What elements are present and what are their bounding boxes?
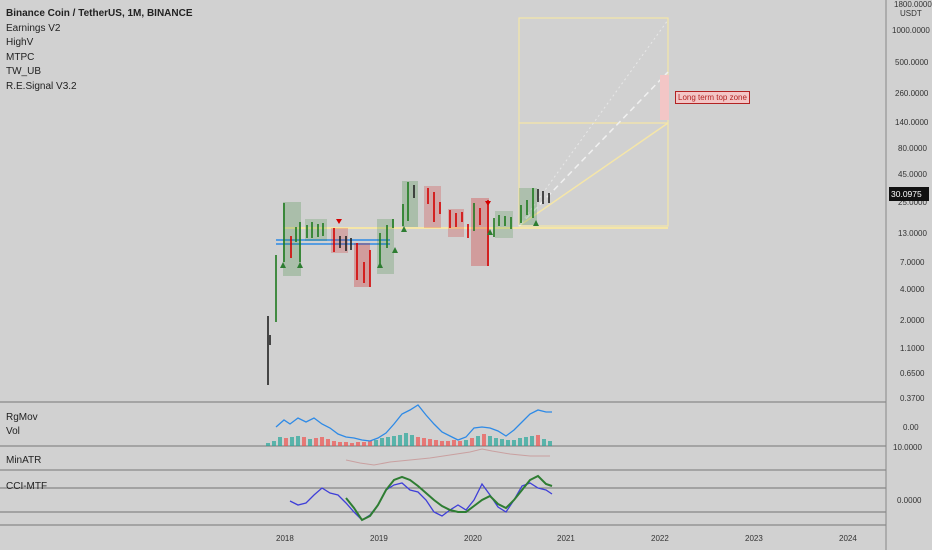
indicator-resignal[interactable]: R.E.Signal V3.2 — [6, 80, 77, 92]
price-tick: 1000.0000 — [892, 26, 930, 35]
price-tick: 25.0000 — [898, 198, 927, 207]
signal-markers — [280, 201, 539, 268]
signal-box-down — [424, 186, 441, 228]
price-tick: 140.0000 — [895, 118, 929, 127]
minatr-label[interactable]: MinATR — [6, 455, 42, 466]
top-zone-marker — [660, 75, 669, 120]
time-tick: 2021 — [557, 534, 575, 543]
price-tick: 13.0000 — [898, 229, 927, 238]
price-tick: 4.0000 — [900, 285, 925, 294]
signal-box-up — [402, 181, 418, 227]
chart-legend: Binance Coin / TetherUS, 1M, BINANCE Ear… — [6, 7, 193, 95]
projection-box — [518, 17, 669, 227]
indicator-earnings[interactable]: Earnings V2 — [6, 22, 61, 34]
time-tick: 2024 — [839, 534, 857, 543]
price-tick: 7.0000 — [900, 258, 925, 267]
price-tick: 0.3700 — [900, 394, 925, 403]
price-tick: 1800.0000 — [894, 0, 932, 9]
indicator-mtpc[interactable]: MTPC — [6, 51, 35, 63]
signal-box-up — [283, 202, 301, 276]
minatr-axis-value: 10.0000 — [893, 443, 922, 452]
cci-label[interactable]: CCI-MTF — [6, 481, 48, 492]
projection-arrow-line — [518, 122, 669, 227]
signal-box-down — [354, 243, 370, 287]
cci-axis-value: 0.0000 — [897, 496, 922, 505]
cci-blue-line — [289, 482, 553, 521]
price-bars — [267, 182, 550, 385]
volume-bars — [266, 433, 552, 446]
price-tick: 0.6500 — [900, 369, 925, 378]
currency-label: USDT — [900, 9, 922, 18]
rgmov-label[interactable]: RgMov — [6, 412, 38, 423]
time-tick: 2022 — [651, 534, 669, 543]
vol-label[interactable]: Vol — [6, 426, 20, 437]
projection-dashed-line — [518, 71, 669, 227]
rgmov-line — [275, 404, 552, 442]
time-tick: 2023 — [745, 534, 763, 543]
indicator-highv[interactable]: HighV — [6, 37, 34, 49]
time-tick: 2018 — [276, 534, 294, 543]
signal-box-up — [377, 219, 394, 274]
minatr-line — [345, 448, 550, 466]
signal-box-down — [471, 198, 489, 266]
price-tick: 260.0000 — [895, 89, 929, 98]
price-tick: 1.1000 — [900, 344, 925, 353]
price-tick: 45.0000 — [898, 170, 927, 179]
time-tick: 2019 — [370, 534, 388, 543]
cci-green-line — [345, 474, 553, 522]
signal-box-up — [305, 219, 327, 241]
rgmov-axis-value: 0.00 — [903, 423, 919, 432]
price-tick: 2.0000 — [900, 316, 925, 325]
chart-title[interactable]: Binance Coin / TetherUS, 1M, BINANCE — [6, 8, 193, 19]
top-zone-label: Long term top zone — [675, 91, 750, 104]
price-tick: 80.0000 — [898, 144, 927, 153]
indicator-twub[interactable]: TW_UB — [6, 66, 41, 78]
time-tick: 2020 — [464, 534, 482, 543]
projection-dotted-line — [518, 19, 669, 227]
last-price-tag: 30.0975 — [889, 187, 929, 201]
price-tick: 500.0000 — [895, 58, 929, 67]
